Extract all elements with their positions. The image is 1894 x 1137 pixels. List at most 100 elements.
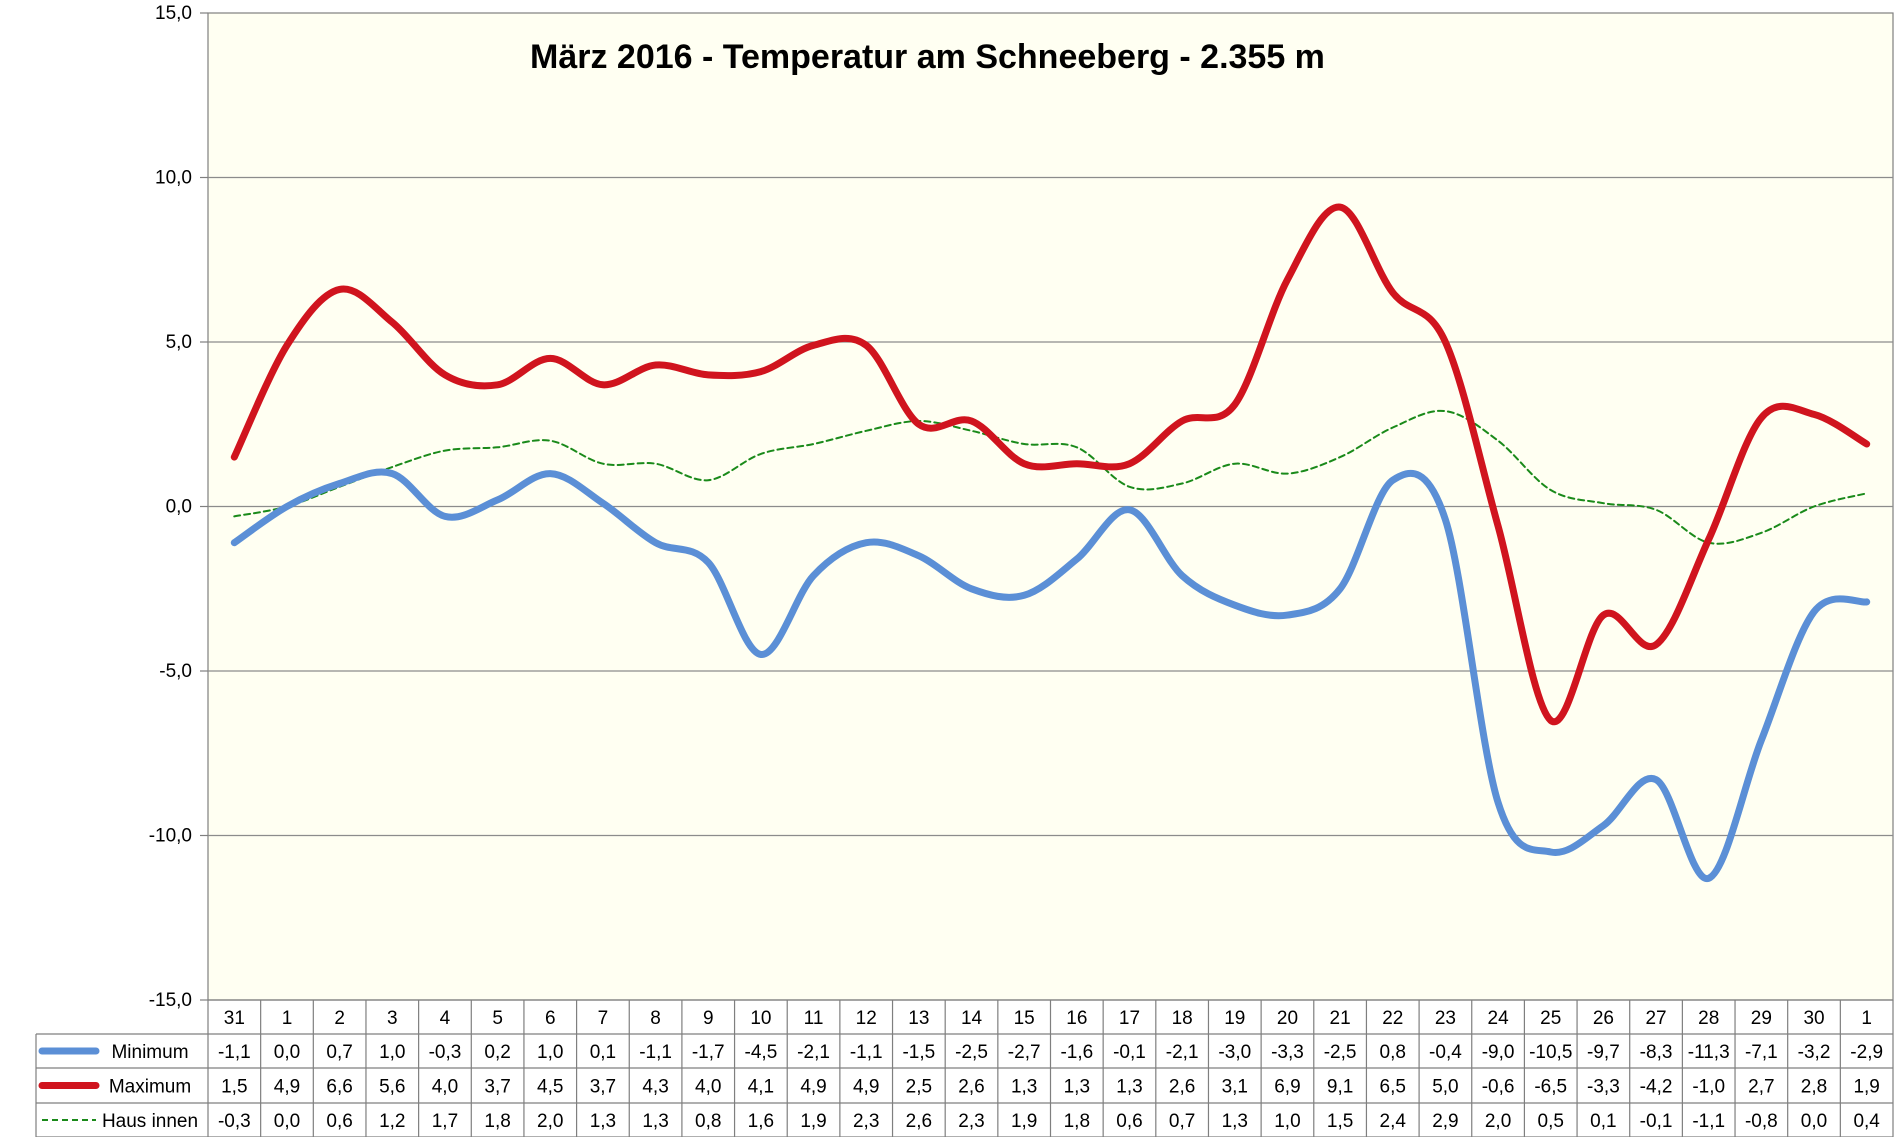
table-cell-maximum: 4,5 — [537, 1077, 563, 1098]
y-tick-label: -15,0 — [149, 990, 192, 1011]
table-cell-haus-innen: 2,4 — [1380, 1111, 1407, 1132]
table-cell-haus-innen: 2,6 — [906, 1111, 932, 1132]
x-tick-label: 10 — [750, 1008, 771, 1029]
table-cell-haus-innen: 1,5 — [1327, 1111, 1353, 1132]
table-cell-minimum: -1,1 — [850, 1042, 883, 1063]
table-cell-minimum: -1,1 — [218, 1042, 251, 1063]
x-tick-label: 16 — [1066, 1008, 1087, 1029]
series-line-haus-innen — [233, 409, 1868, 545]
table-cell-maximum: 6,6 — [326, 1077, 352, 1098]
table-cell-maximum: 1,3 — [1064, 1077, 1090, 1098]
y-tick-label: 10,0 — [155, 168, 192, 189]
x-tick-label: 21 — [1330, 1008, 1351, 1029]
table-cell-minimum: 0,1 — [590, 1042, 616, 1063]
table-cell-minimum: -0,1 — [1113, 1042, 1146, 1063]
table-cell-maximum: 1,9 — [1853, 1077, 1879, 1098]
table-cell-haus-innen: 1,8 — [1064, 1111, 1090, 1132]
table-cell-maximum: 4,3 — [642, 1077, 668, 1098]
x-tick-label: 5 — [492, 1008, 503, 1029]
table-cell-haus-innen: 2,3 — [958, 1111, 984, 1132]
table-cell-haus-innen: 2,0 — [537, 1111, 563, 1132]
table-cell-minimum: -1,1 — [639, 1042, 672, 1063]
table-cell-haus-innen: 0,6 — [326, 1111, 352, 1132]
table-cell-haus-innen: 2,0 — [1485, 1111, 1511, 1132]
table-cell-minimum: -2,5 — [1324, 1042, 1357, 1063]
table-cell-minimum: -2,1 — [797, 1042, 830, 1063]
table-cell-maximum: 9,1 — [1327, 1077, 1353, 1098]
table-cell-maximum: 4,1 — [748, 1077, 774, 1098]
table-cell-maximum: -0,6 — [1482, 1077, 1515, 1098]
table-cell-maximum: 1,3 — [1011, 1077, 1037, 1098]
table-cell-haus-innen: 0,1 — [1590, 1111, 1616, 1132]
table-cell-minimum: -11,3 — [1688, 1042, 1730, 1063]
y-tick-label: 15,0 — [155, 3, 192, 24]
table-cell-minimum: -3,3 — [1271, 1042, 1304, 1063]
table-cell-maximum: 6,9 — [1274, 1077, 1300, 1098]
series-line-minimum — [230, 468, 1871, 882]
table-cell-maximum: 2,5 — [906, 1077, 932, 1098]
x-tick-label: 2 — [334, 1008, 345, 1029]
table-cell-maximum: 6,5 — [1380, 1077, 1406, 1098]
x-tick-label: 7 — [598, 1008, 609, 1029]
y-tick-label: 0,0 — [166, 497, 192, 518]
table-cell-haus-innen: 1,9 — [1011, 1111, 1037, 1132]
x-tick-label: 20 — [1277, 1008, 1298, 1029]
table-cell-maximum: 2,6 — [958, 1077, 984, 1098]
table-cell-minimum: 0,0 — [274, 1042, 300, 1063]
x-tick-label: 14 — [961, 1008, 983, 1029]
table-cell-haus-innen: 1,3 — [642, 1111, 668, 1132]
table-cell-maximum: 4,9 — [853, 1077, 879, 1098]
table-cell-maximum: 3,7 — [590, 1077, 616, 1098]
table-cell-minimum: 0,7 — [326, 1042, 352, 1063]
table-cell-haus-innen: 1,3 — [590, 1111, 616, 1132]
x-tick-label: 17 — [1119, 1008, 1140, 1029]
table-cell-minimum: -9,7 — [1587, 1042, 1620, 1063]
table-cell-haus-innen: 1,8 — [484, 1111, 510, 1132]
table-cell-minimum: -2,7 — [1008, 1042, 1041, 1063]
x-tick-label: 27 — [1645, 1008, 1666, 1029]
table-cell-minimum: -1,6 — [1060, 1042, 1093, 1063]
table-cell-haus-innen: 0,0 — [1801, 1111, 1827, 1132]
legend-label-minimum: Minimum — [111, 1042, 188, 1063]
table-cell-minimum: -2,5 — [955, 1042, 988, 1063]
x-tick-label: 1 — [282, 1008, 293, 1029]
table-cell-haus-innen: 0,0 — [274, 1111, 300, 1132]
table-cell-haus-innen: 1,6 — [748, 1111, 774, 1132]
table-cell-minimum: -8,3 — [1640, 1042, 1673, 1063]
table-cell-maximum: -1,0 — [1692, 1077, 1725, 1098]
table-cell-haus-innen: 0,5 — [1538, 1111, 1564, 1132]
x-tick-label: 18 — [1172, 1008, 1193, 1029]
table-cell-haus-innen: 1,2 — [379, 1111, 405, 1132]
legend-label-haus-innen: Haus innen — [102, 1111, 198, 1132]
table-cell-minimum: -2,1 — [1166, 1042, 1199, 1063]
x-tick-label: 30 — [1803, 1008, 1824, 1029]
x-tick-label: 28 — [1698, 1008, 1719, 1029]
x-tick-label: 15 — [1014, 1008, 1035, 1029]
x-tick-label: 1 — [1861, 1008, 1872, 1029]
table-cell-minimum: -4,5 — [745, 1042, 778, 1063]
table-cell-minimum: 1,0 — [537, 1042, 563, 1063]
table-cell-maximum: 2,8 — [1801, 1077, 1827, 1098]
x-tick-label: 4 — [440, 1008, 451, 1029]
table-cell-minimum: 1,0 — [379, 1042, 405, 1063]
table-cell-maximum: 2,7 — [1748, 1077, 1774, 1098]
x-tick-label: 22 — [1382, 1008, 1403, 1029]
table-cell-haus-innen: -0,3 — [218, 1111, 251, 1132]
plot-area: -15,0 -10,0 -5,0 0,0 5,0 10,0 15,0 — [149, 3, 1894, 1011]
y-tick-label: 5,0 — [166, 332, 192, 353]
x-tick-label: 26 — [1593, 1008, 1614, 1029]
table-cell-minimum: -7,1 — [1745, 1042, 1778, 1063]
table-cell-maximum: 4,0 — [432, 1077, 458, 1098]
table-cell-maximum: 4,0 — [695, 1077, 721, 1098]
table-cell-haus-innen: 1,0 — [1274, 1111, 1300, 1132]
series-line-maximum — [230, 203, 1871, 726]
table-cell-minimum: -0,4 — [1429, 1042, 1462, 1063]
table-cell-maximum: 4,9 — [800, 1077, 826, 1098]
table-cell-haus-innen: 2,9 — [1432, 1111, 1458, 1132]
table-cell-minimum: -0,3 — [429, 1042, 462, 1063]
table-cell-haus-innen: -0,1 — [1640, 1111, 1673, 1132]
table-cell-minimum: -2,9 — [1850, 1042, 1883, 1063]
chart-title: März 2016 - Temperatur am Schneeberg - 2… — [530, 38, 1325, 76]
table-cell-minimum: -3,2 — [1798, 1042, 1831, 1063]
table-cell-haus-innen: 0,8 — [695, 1111, 721, 1132]
